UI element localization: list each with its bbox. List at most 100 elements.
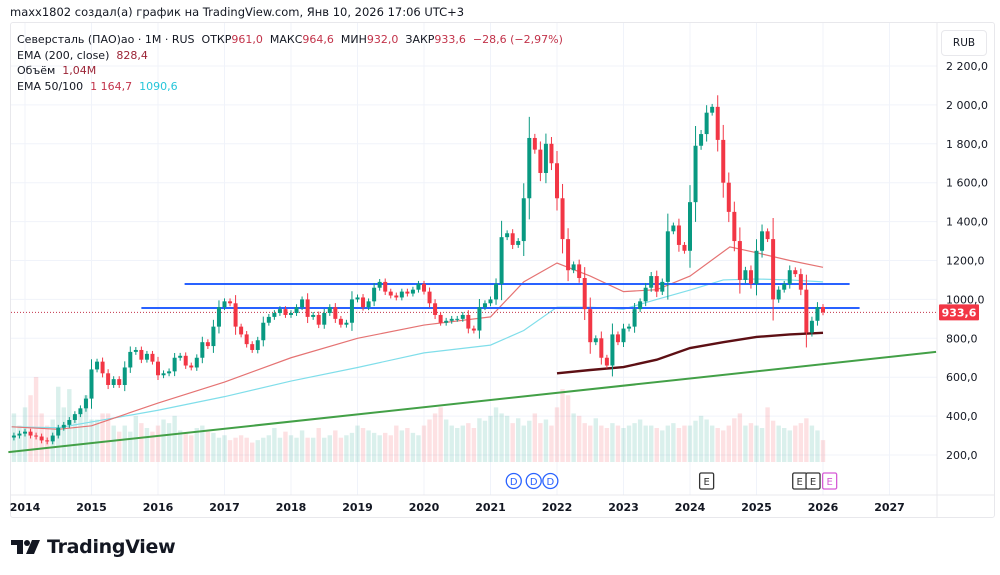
volume-bar [177,430,183,462]
candle-body [211,326,216,347]
volume-bar [61,407,66,462]
candle-body [355,297,360,300]
y-tick-label: 1000,0 [946,293,985,306]
volume-bar [155,425,161,462]
x-tick-label: 2017 [209,501,240,514]
candle-body [205,342,210,347]
x-tick-label: 2026 [808,501,839,514]
volume-bar [139,423,144,462]
earnings-marker-icon[interactable] [698,472,715,490]
symbol-row[interactable]: Северсталь (ПАО)ао · 1M · RUS ОТКР961,0 … [17,32,563,48]
candle-body [289,313,293,315]
y-tick-label: 2 200,0 [946,60,988,73]
candle-body [422,283,426,292]
earnings-marker-icon[interactable] [805,472,821,490]
ema200-label: EMA (200, close) [17,48,110,62]
volume-bar [388,435,393,462]
candle-body [333,307,338,319]
candle-body [494,283,499,300]
volume-bar [272,428,277,462]
currency-button[interactable]: RUB [941,30,987,56]
volume-bar [83,395,89,462]
volume-bar [405,428,410,462]
volume-bar [704,419,709,462]
candle-body [693,145,698,203]
candle-body [216,307,221,327]
dividend-marker-icon[interactable] [525,472,542,490]
candle-body [638,301,643,310]
volume-bar [28,395,33,462]
volume-bar [527,420,532,462]
candle-body [222,301,227,308]
candle-body [266,316,271,323]
candle-body [427,291,432,304]
candle-body [139,349,144,360]
volume-bar [770,420,776,462]
volume-bar [427,419,432,462]
dividend-marker-letter: D [530,477,538,488]
candle-body [61,424,66,428]
volume-bar [333,430,338,462]
volume-bar [687,425,693,462]
candle-body [809,320,814,333]
candle-body [566,239,571,271]
candle-body [466,314,471,329]
dividend-marker-icon[interactable] [542,472,559,490]
earnings-marker-letter: E [826,477,832,488]
volume-bar [349,432,355,462]
volume-bar [344,435,349,462]
volume-bar [516,418,521,462]
volume-bar [709,425,715,462]
candle-body [555,163,559,199]
candle-body [67,419,72,425]
volume-bar [166,423,172,462]
candle-body [349,299,354,323]
volume-bar [765,407,770,462]
volume-bar [355,425,360,462]
volume-bar [521,425,526,462]
candle-body [510,233,515,245]
candle-body [361,297,366,308]
candle-body [410,289,415,294]
candle-body [782,283,787,290]
volume-row[interactable]: Объём 1,04M [17,63,563,79]
volume-bar [438,407,443,462]
x-tick-label: 2024 [675,501,706,514]
ema50-100-row[interactable]: EMA 50/100 1 164,7 1090,6 [17,79,563,95]
dividend-marker-icon[interactable] [505,472,522,490]
volume-bar [150,431,155,462]
candle-body [78,408,83,415]
y-tick-label: 1 600,0 [946,177,988,190]
ema200-row[interactable]: EMA (200, close) 828,4 [17,48,563,64]
ema200-value: 828,4 [116,48,148,62]
volume-bar [449,425,454,462]
candle-body [178,355,183,358]
candle-body [538,149,543,173]
candle-body [793,270,798,275]
volume-bar [732,418,737,462]
volume-bar [211,432,216,462]
tradingview-logo[interactable]: TradingView [11,536,176,558]
volume-bar [815,430,820,462]
x-tick-label: 2015 [76,501,107,514]
volume-bar [89,419,94,462]
volume-bar [261,437,266,462]
volume-bar [299,430,305,462]
earnings-marker-icon[interactable] [822,472,838,490]
candle-body [377,281,382,288]
volume-bar [72,415,78,462]
candle-body [444,320,449,323]
volume-bar [477,418,482,462]
candle-body [665,231,670,282]
change-value: −28,6 (−2,97%) [472,33,563,46]
volume-bar [111,425,116,462]
volume-bar [610,423,615,462]
volume-bar [798,423,804,462]
candle-body [815,306,820,321]
candle-body [106,373,111,385]
candle-body [17,433,22,436]
volume-bar [693,420,698,462]
volume-bar [310,437,316,462]
volume-bar [305,437,310,462]
